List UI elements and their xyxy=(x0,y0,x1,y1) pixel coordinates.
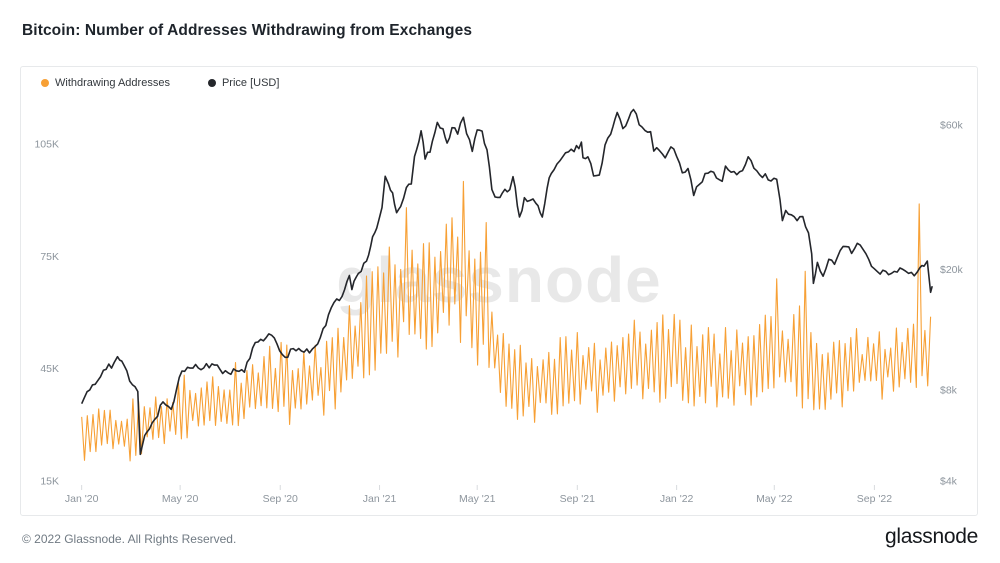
x-axis-label: Sep '22 xyxy=(857,493,892,505)
x-axis-label: Sep '20 xyxy=(263,493,298,505)
legend-label-withdrawing-addresses: Withdrawing Addresses xyxy=(55,77,170,89)
x-axis-label: Sep '21 xyxy=(560,493,595,505)
legend-label-price: Price [USD] xyxy=(221,77,280,89)
left-axis-label: 45K xyxy=(40,363,59,375)
legend-dot-withdrawing-icon xyxy=(41,79,49,87)
page-title: Bitcoin: Number of Addresses Withdrawing… xyxy=(22,22,473,39)
right-axis-label: $4k xyxy=(940,476,958,488)
x-axis-label: Jan '22 xyxy=(660,493,694,505)
right-axis-label: $8k xyxy=(940,384,958,396)
legend-item-withdrawing-addresses[interactable]: Withdrawing Addresses xyxy=(41,77,170,89)
left-axis-label: 15K xyxy=(40,476,59,488)
x-axis-label: May '20 xyxy=(162,493,199,505)
withdrawing-addresses-line xyxy=(81,180,932,462)
legend-dot-price-icon xyxy=(207,79,216,87)
copyright-text: © 2022 Glassnode. All Rights Reserved. xyxy=(22,532,237,546)
chart-legend: Withdrawing Addresses Price [USD] xyxy=(41,77,279,89)
glassnode-logo[interactable]: glassnode xyxy=(884,525,978,548)
right-axis-label: $60k xyxy=(940,120,964,132)
x-axis-label: Jan '21 xyxy=(363,493,397,505)
x-axis-label: May '22 xyxy=(756,493,793,505)
chart-plot[interactable]: Jan '20 May '20 Sep '20 Jan '21 May '21 Sep '… xyxy=(21,67,977,515)
legend-item-price[interactable]: Price [USD] xyxy=(207,77,280,89)
right-axis-label: $20k xyxy=(940,264,964,276)
x-axis-label: Jan '20 xyxy=(65,493,99,505)
price-line xyxy=(80,108,933,456)
chart-card: Withdrawing Addresses Price [USD] glassn… xyxy=(20,66,978,516)
left-axis-label: 75K xyxy=(40,251,59,263)
left-axis-label: 105K xyxy=(34,139,59,151)
x-axis-label: May '21 xyxy=(459,493,496,505)
